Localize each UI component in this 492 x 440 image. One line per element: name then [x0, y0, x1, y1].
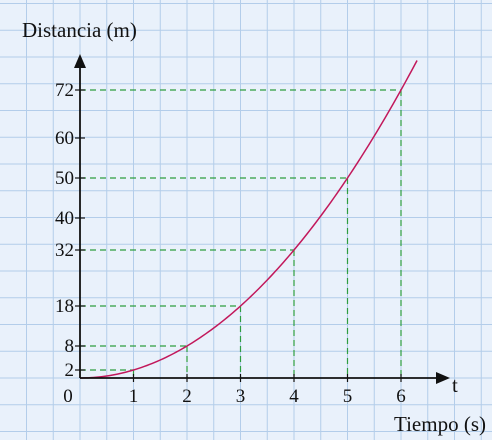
x-tick-label: 1: [129, 386, 139, 407]
tick-labels: 1 2 3 4 5 6 2 8 18 32 40 50 60 72: [55, 80, 406, 407]
x-tick-label: 2: [182, 386, 192, 407]
y-tick-label: 40: [55, 208, 74, 229]
y-axis-arrow-icon: [74, 54, 86, 68]
y-tick-label: 18: [55, 296, 74, 317]
y-tick-label: 60: [55, 128, 74, 149]
axes: [74, 54, 450, 384]
distance-curve: [79, 60, 418, 379]
y-tick-label: 50: [55, 168, 74, 189]
x-axis-arrow-icon: [436, 372, 450, 384]
y-tick-label: 8: [65, 336, 75, 357]
x-tick-label: 6: [396, 386, 406, 407]
origin-label: 0: [63, 386, 73, 407]
x-axis-symbol: t: [452, 373, 458, 397]
x-tick-label: 5: [343, 386, 353, 407]
y-axis-title: Distancia (m): [22, 18, 137, 42]
x-tick-label: 3: [236, 386, 246, 407]
tick-marks: [75, 89, 402, 382]
x-tick-label: 4: [289, 386, 299, 407]
y-tick-label: 2: [65, 360, 75, 381]
x-axis-title: Tiempo (s): [394, 412, 486, 436]
y-tick-label: 72: [55, 80, 74, 101]
y-tick-label: 32: [55, 240, 74, 261]
